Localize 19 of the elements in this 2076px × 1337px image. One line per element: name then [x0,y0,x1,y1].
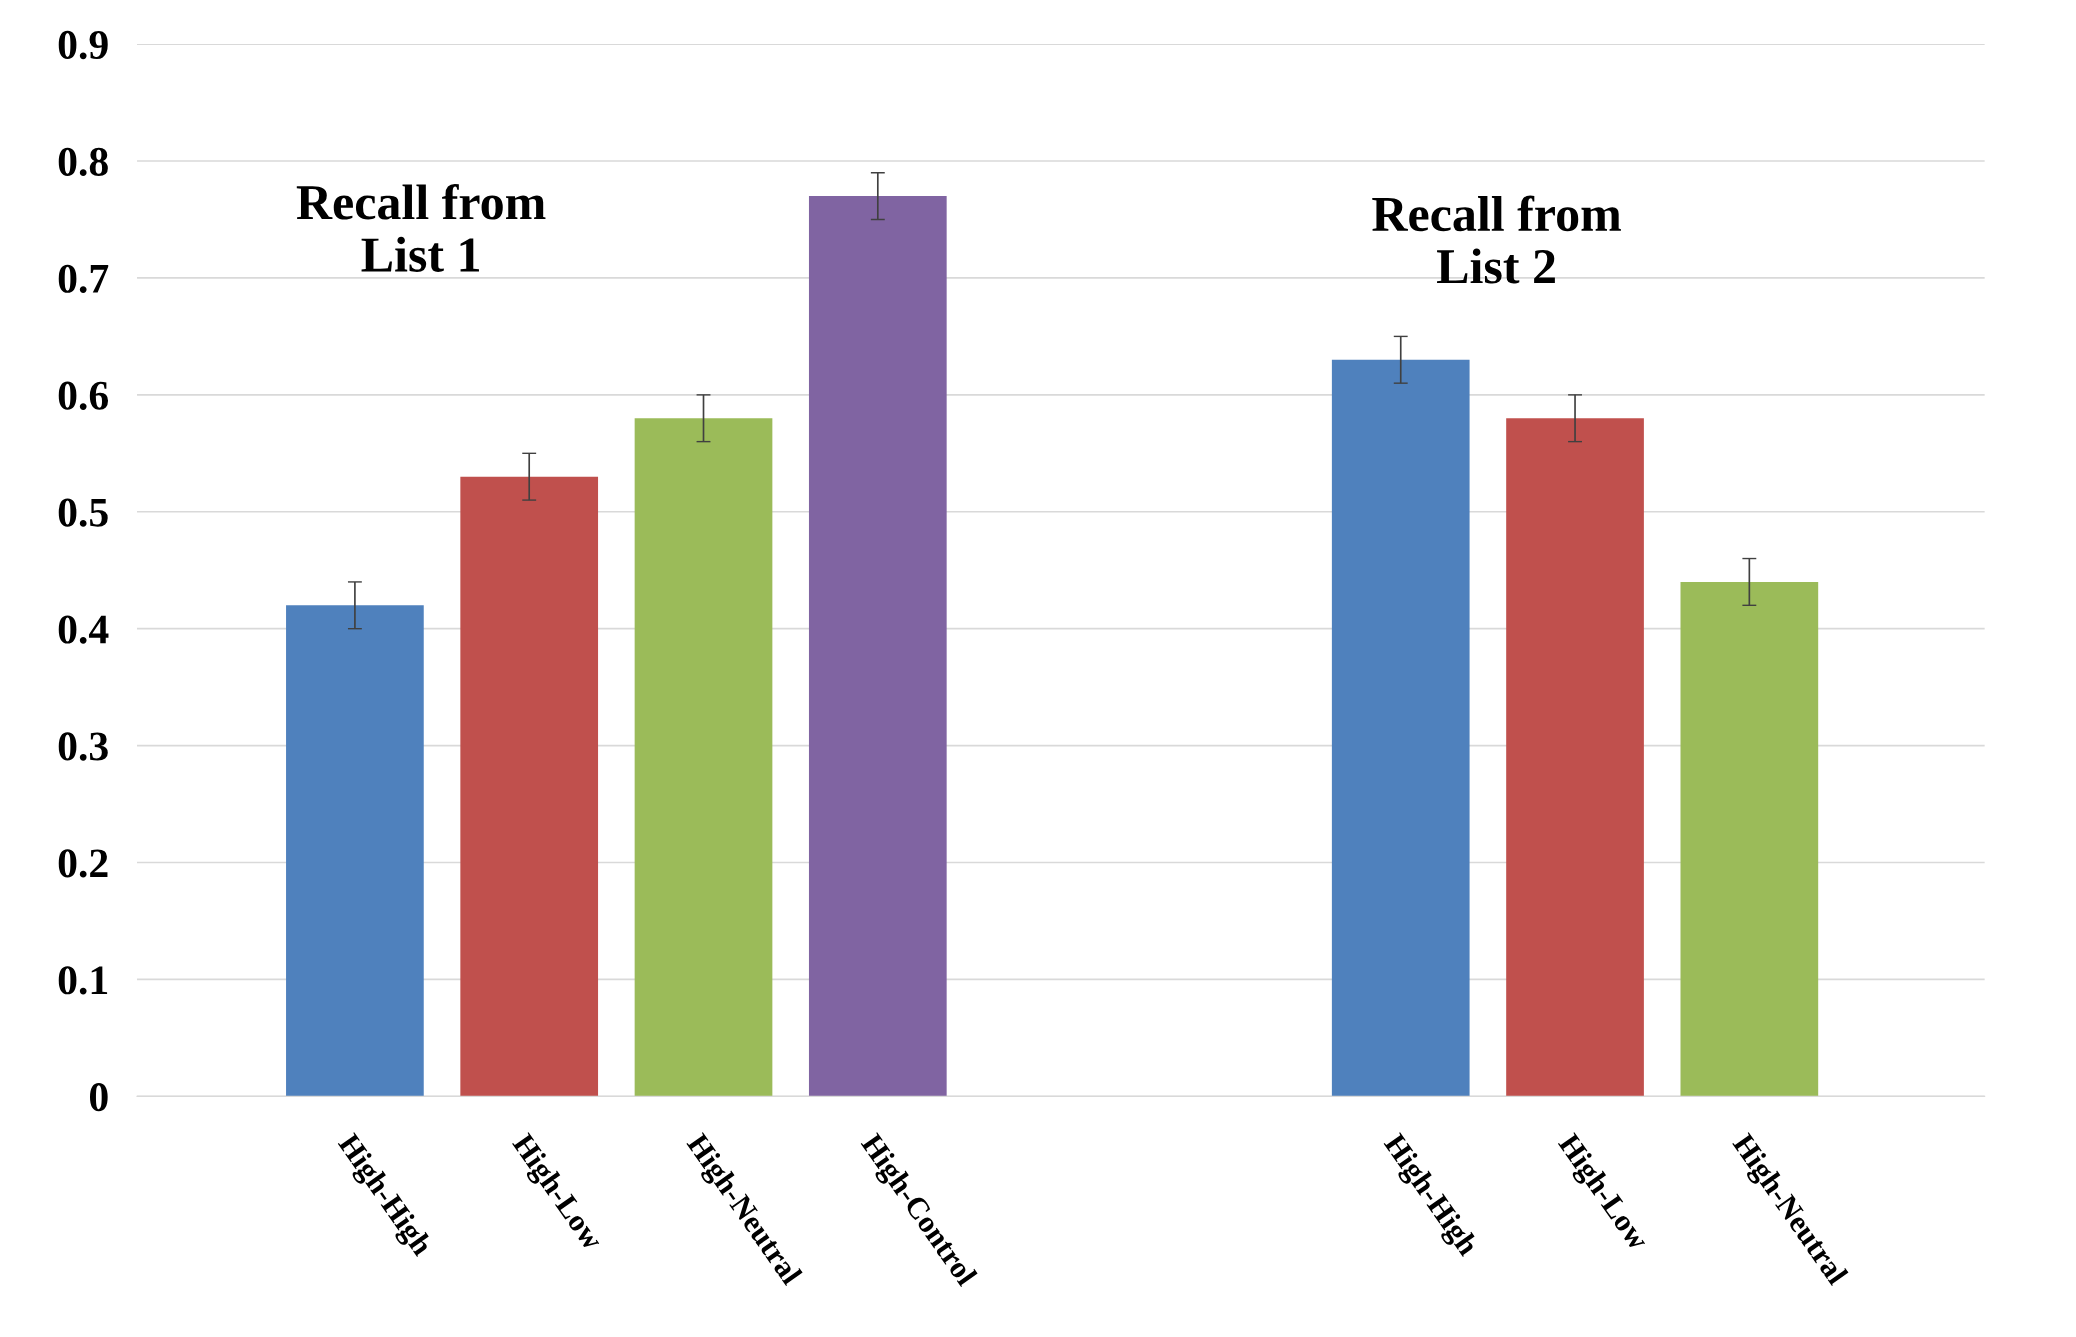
bar [286,605,424,1097]
bar [460,476,599,1097]
bar [634,418,773,1097]
annotation: Recall from List 2 [1372,195,1621,284]
bar [1331,359,1470,1097]
y-tick-label: 0.8 [58,147,108,177]
y-tick-label: 0.1 [58,966,108,995]
annotation: Recall from List 1 [296,183,546,272]
y-tick-label: 0.5 [58,498,108,527]
bar [1680,581,1819,1097]
y-tick-label: 0.4 [58,615,109,644]
y-tick-label: 0.3 [58,732,108,761]
y-tick-label: 0.6 [58,381,109,410]
y-tick-label: 0.9 [58,30,108,60]
bar [808,196,947,1097]
y-tick-label: 0 [89,1083,108,1112]
y-tick-label: 0.2 [58,849,108,878]
y-tick-label: 0.7 [58,264,109,293]
bar [1506,418,1644,1097]
